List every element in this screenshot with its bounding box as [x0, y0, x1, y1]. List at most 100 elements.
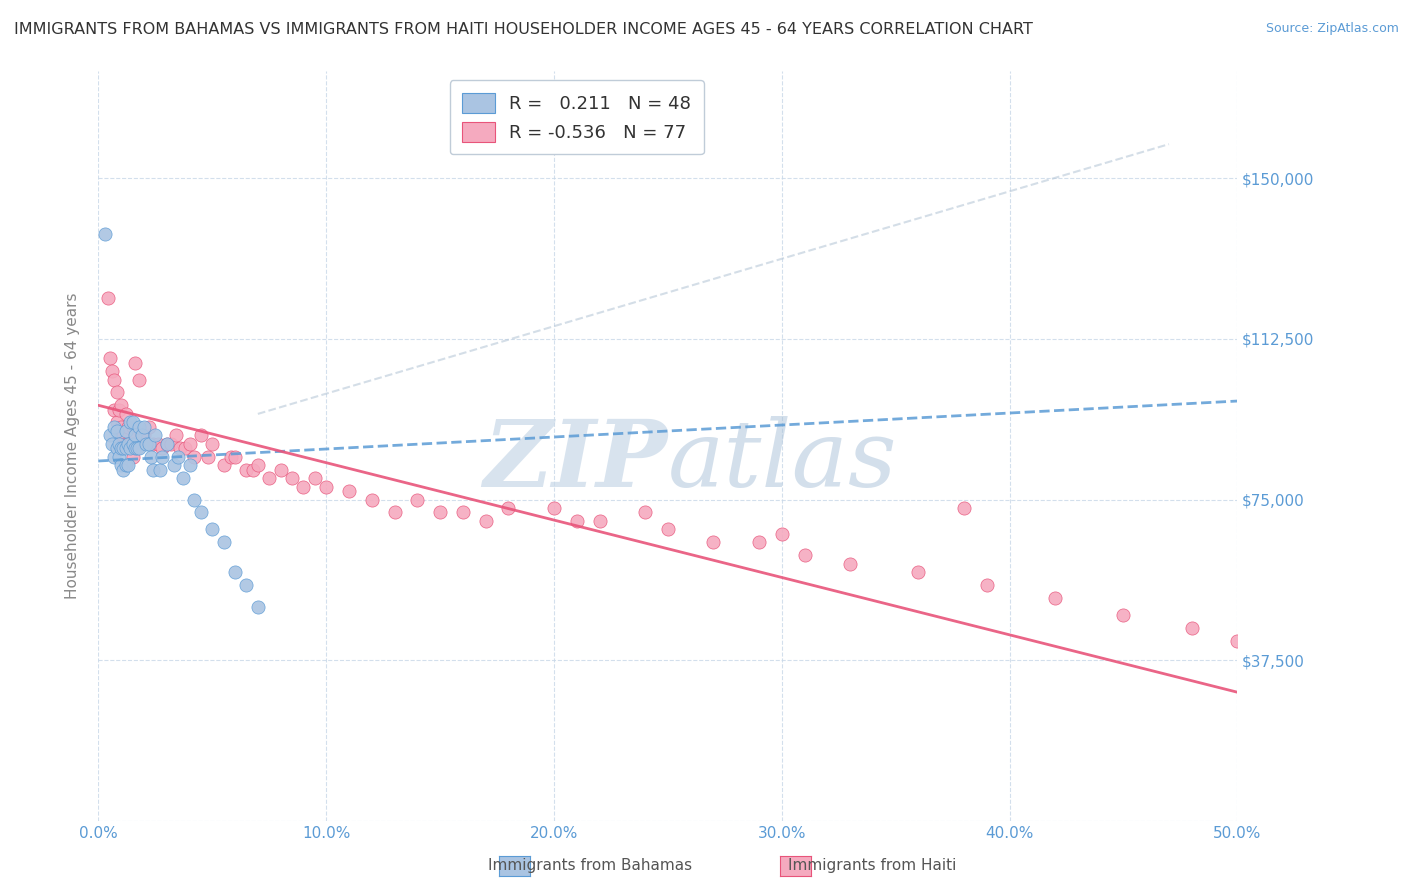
Point — [179, 458, 201, 473]
Point — [110, 419, 132, 434]
Point — [121, 450, 143, 464]
Point — [128, 419, 150, 434]
Point — [114, 458, 136, 473]
Point — [101, 437, 124, 451]
Point — [565, 514, 588, 528]
Point — [135, 437, 157, 451]
Point — [94, 227, 117, 241]
Point — [190, 505, 212, 519]
Point — [224, 450, 246, 464]
Point — [169, 441, 191, 455]
Point — [174, 441, 197, 455]
Point — [270, 462, 292, 476]
Point — [138, 437, 160, 451]
Point — [127, 437, 149, 451]
Point — [114, 437, 136, 451]
Point — [212, 535, 235, 549]
Text: atlas: atlas — [668, 416, 897, 506]
Point — [406, 492, 429, 507]
Point — [117, 437, 139, 451]
Point — [219, 450, 242, 464]
Point — [1043, 591, 1066, 605]
Point — [110, 398, 132, 412]
Point — [212, 458, 235, 473]
Point — [162, 458, 184, 473]
Point — [167, 450, 190, 464]
Point — [1181, 621, 1204, 635]
Point — [105, 385, 128, 400]
Point — [114, 407, 136, 421]
Point — [132, 419, 155, 434]
Point — [117, 437, 139, 451]
Point — [105, 441, 128, 455]
Point — [179, 437, 201, 451]
Point — [108, 402, 131, 417]
Point — [292, 480, 315, 494]
Point — [124, 355, 146, 369]
Point — [156, 437, 179, 451]
Text: Immigrants from Bahamas: Immigrants from Bahamas — [488, 858, 693, 872]
Point — [281, 471, 304, 485]
Point — [246, 599, 269, 614]
Point — [839, 557, 862, 571]
Point — [108, 428, 131, 442]
Point — [98, 428, 121, 442]
Point — [108, 437, 131, 451]
Point — [1112, 608, 1135, 623]
Point — [156, 437, 179, 451]
Point — [976, 578, 998, 592]
Point — [124, 441, 146, 455]
Point — [131, 428, 153, 442]
Point — [146, 437, 169, 451]
Point — [201, 437, 224, 451]
Point — [657, 523, 679, 537]
Point — [634, 505, 657, 519]
Point — [150, 441, 173, 455]
Point — [120, 437, 142, 451]
Point — [128, 441, 150, 455]
Point — [124, 428, 146, 442]
Point — [201, 523, 224, 537]
Point — [235, 462, 257, 476]
Point — [165, 428, 187, 442]
Point — [451, 505, 474, 519]
Point — [149, 462, 172, 476]
Y-axis label: Householder Income Ages 45 - 64 years: Householder Income Ages 45 - 64 years — [65, 293, 80, 599]
Point — [142, 462, 165, 476]
Point — [101, 364, 124, 378]
Point — [124, 428, 146, 442]
Point — [120, 416, 142, 430]
Point — [132, 428, 155, 442]
Point — [120, 441, 142, 455]
Point — [242, 462, 264, 476]
Point — [108, 450, 131, 464]
Point — [498, 501, 520, 516]
Point — [183, 450, 205, 464]
Point — [793, 548, 815, 562]
Point — [197, 450, 219, 464]
Point — [702, 535, 724, 549]
Point — [114, 424, 136, 438]
Point — [429, 505, 451, 519]
Point — [98, 351, 121, 366]
Point — [110, 458, 132, 473]
Point — [103, 373, 125, 387]
Point — [103, 450, 125, 464]
Point — [748, 535, 770, 549]
Text: IMMIGRANTS FROM BAHAMAS VS IMMIGRANTS FROM HAITI HOUSEHOLDER INCOME AGES 45 - 64: IMMIGRANTS FROM BAHAMAS VS IMMIGRANTS FR… — [14, 22, 1033, 37]
Point — [150, 450, 173, 464]
Point — [337, 483, 360, 498]
Text: ZIP: ZIP — [484, 416, 668, 506]
Point — [139, 450, 162, 464]
Point — [907, 566, 929, 580]
Text: Source: ZipAtlas.com: Source: ZipAtlas.com — [1265, 22, 1399, 36]
Point — [588, 514, 610, 528]
Point — [112, 462, 135, 476]
Point — [1226, 633, 1249, 648]
Point — [121, 437, 143, 451]
Point — [190, 428, 212, 442]
Point — [121, 419, 143, 434]
Point — [114, 441, 136, 455]
Point — [142, 437, 165, 451]
Point — [224, 566, 246, 580]
